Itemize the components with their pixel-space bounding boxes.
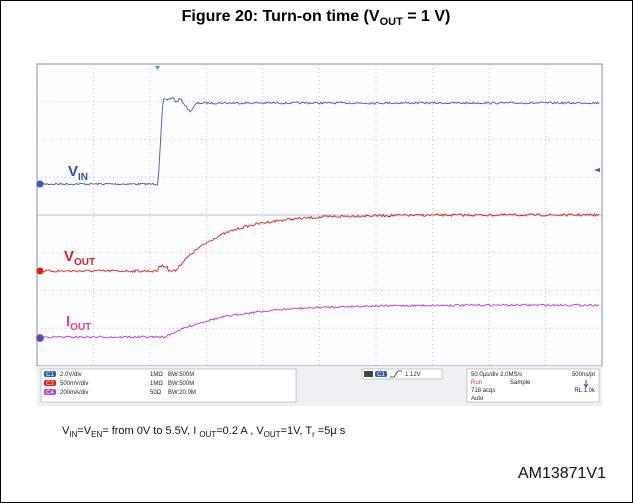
vin-label: VIN <box>68 163 88 183</box>
channel-scale: 500mV/div <box>60 381 88 387</box>
resolution: 500ns/pt <box>572 372 595 378</box>
cap: =1V, T <box>281 425 313 437</box>
ch4-wave <box>39 303 600 339</box>
channel-badge-text: C1 <box>46 372 54 378</box>
trigger-edge <box>390 370 402 378</box>
trigger-badge-text: C1 <box>377 372 385 378</box>
channel-badge <box>44 380 56 386</box>
label-main: I <box>66 313 70 330</box>
channel-badge <box>44 371 56 377</box>
trigger-level: 1.12V <box>405 372 421 378</box>
label-sub: OUT <box>70 322 91 333</box>
channel-impedance: 1MΩ <box>150 372 163 378</box>
label-sub: OUT <box>74 257 95 268</box>
ch1-wave <box>39 96 600 186</box>
acq-mode: Sample <box>510 380 531 386</box>
channel-scale: 2.0V/div <box>60 372 82 378</box>
acq-box <box>466 368 600 403</box>
channel-box <box>40 368 297 403</box>
trigger-badge <box>375 371 387 377</box>
channel-badge-text: C2 <box>46 381 54 387</box>
trigger-icon <box>364 371 373 377</box>
vout-label: VOUT <box>64 248 95 268</box>
label-main: V <box>64 248 74 265</box>
channel-list: C1 2.0V/div 1MΩ BW:500M C2 500mV/div 1MΩ BW:500… <box>44 371 196 396</box>
figure-id: AM13871V1 <box>518 465 606 482</box>
channel-impedance: 50Ω <box>150 390 162 396</box>
timebase: 50.0µs/div 2.0MS/s <box>471 372 522 378</box>
title-sub: OUT <box>380 16 404 28</box>
record-length: RL:1.0k <box>574 388 596 394</box>
label-main: V <box>68 163 78 180</box>
cap-sub: IN <box>69 430 77 439</box>
cap-sub: OUT <box>264 430 281 439</box>
trigger-marker <box>155 66 160 70</box>
cap: = from 0V to 5.5V, I <box>102 425 199 437</box>
cap: =5µ s <box>315 425 346 437</box>
cap-sub: EN <box>91 430 102 439</box>
run-state: Run <box>471 380 482 386</box>
ch2-wave <box>39 212 600 274</box>
cap: =0.2 A , V <box>216 425 264 437</box>
ch1-marker <box>36 180 44 188</box>
channel-bandwidth: BW:500M <box>168 372 194 378</box>
channel-impedance: 1MΩ <box>150 381 163 387</box>
slope-arrow <box>583 380 589 388</box>
trigger-box <box>361 368 443 380</box>
cap: V <box>62 425 70 437</box>
title-part: Figure 20: Turn-on time (V <box>182 8 380 25</box>
channel-badge <box>44 389 56 395</box>
channel-bandwidth: BW:20.0M <box>168 390 196 396</box>
figure-title: Figure 20: Turn-on time (VOUT = 1 V) <box>182 8 451 28</box>
title-part: = 1 V) <box>403 8 451 25</box>
level-marker <box>594 168 600 172</box>
acq-count: 718 acqs <box>471 388 495 394</box>
cap: =V <box>77 425 91 437</box>
iout-label: IOUT <box>66 313 91 333</box>
ch2-marker <box>36 267 44 275</box>
cap-sub: OUT <box>199 430 216 439</box>
trigger-mode: Auto <box>471 396 484 402</box>
channel-scale: 200mA/div <box>60 390 88 396</box>
ch4-marker <box>36 334 44 342</box>
caption: VIN=VEN= from 0V to 5.5V, I OUT=0.2 A , … <box>62 425 346 439</box>
cap-sub: r <box>312 430 315 439</box>
label-sub: IN <box>78 172 88 183</box>
channel-badge-text: C4 <box>46 390 54 396</box>
channel-bandwidth: BW:500M <box>168 381 194 387</box>
waveforms <box>39 96 600 339</box>
